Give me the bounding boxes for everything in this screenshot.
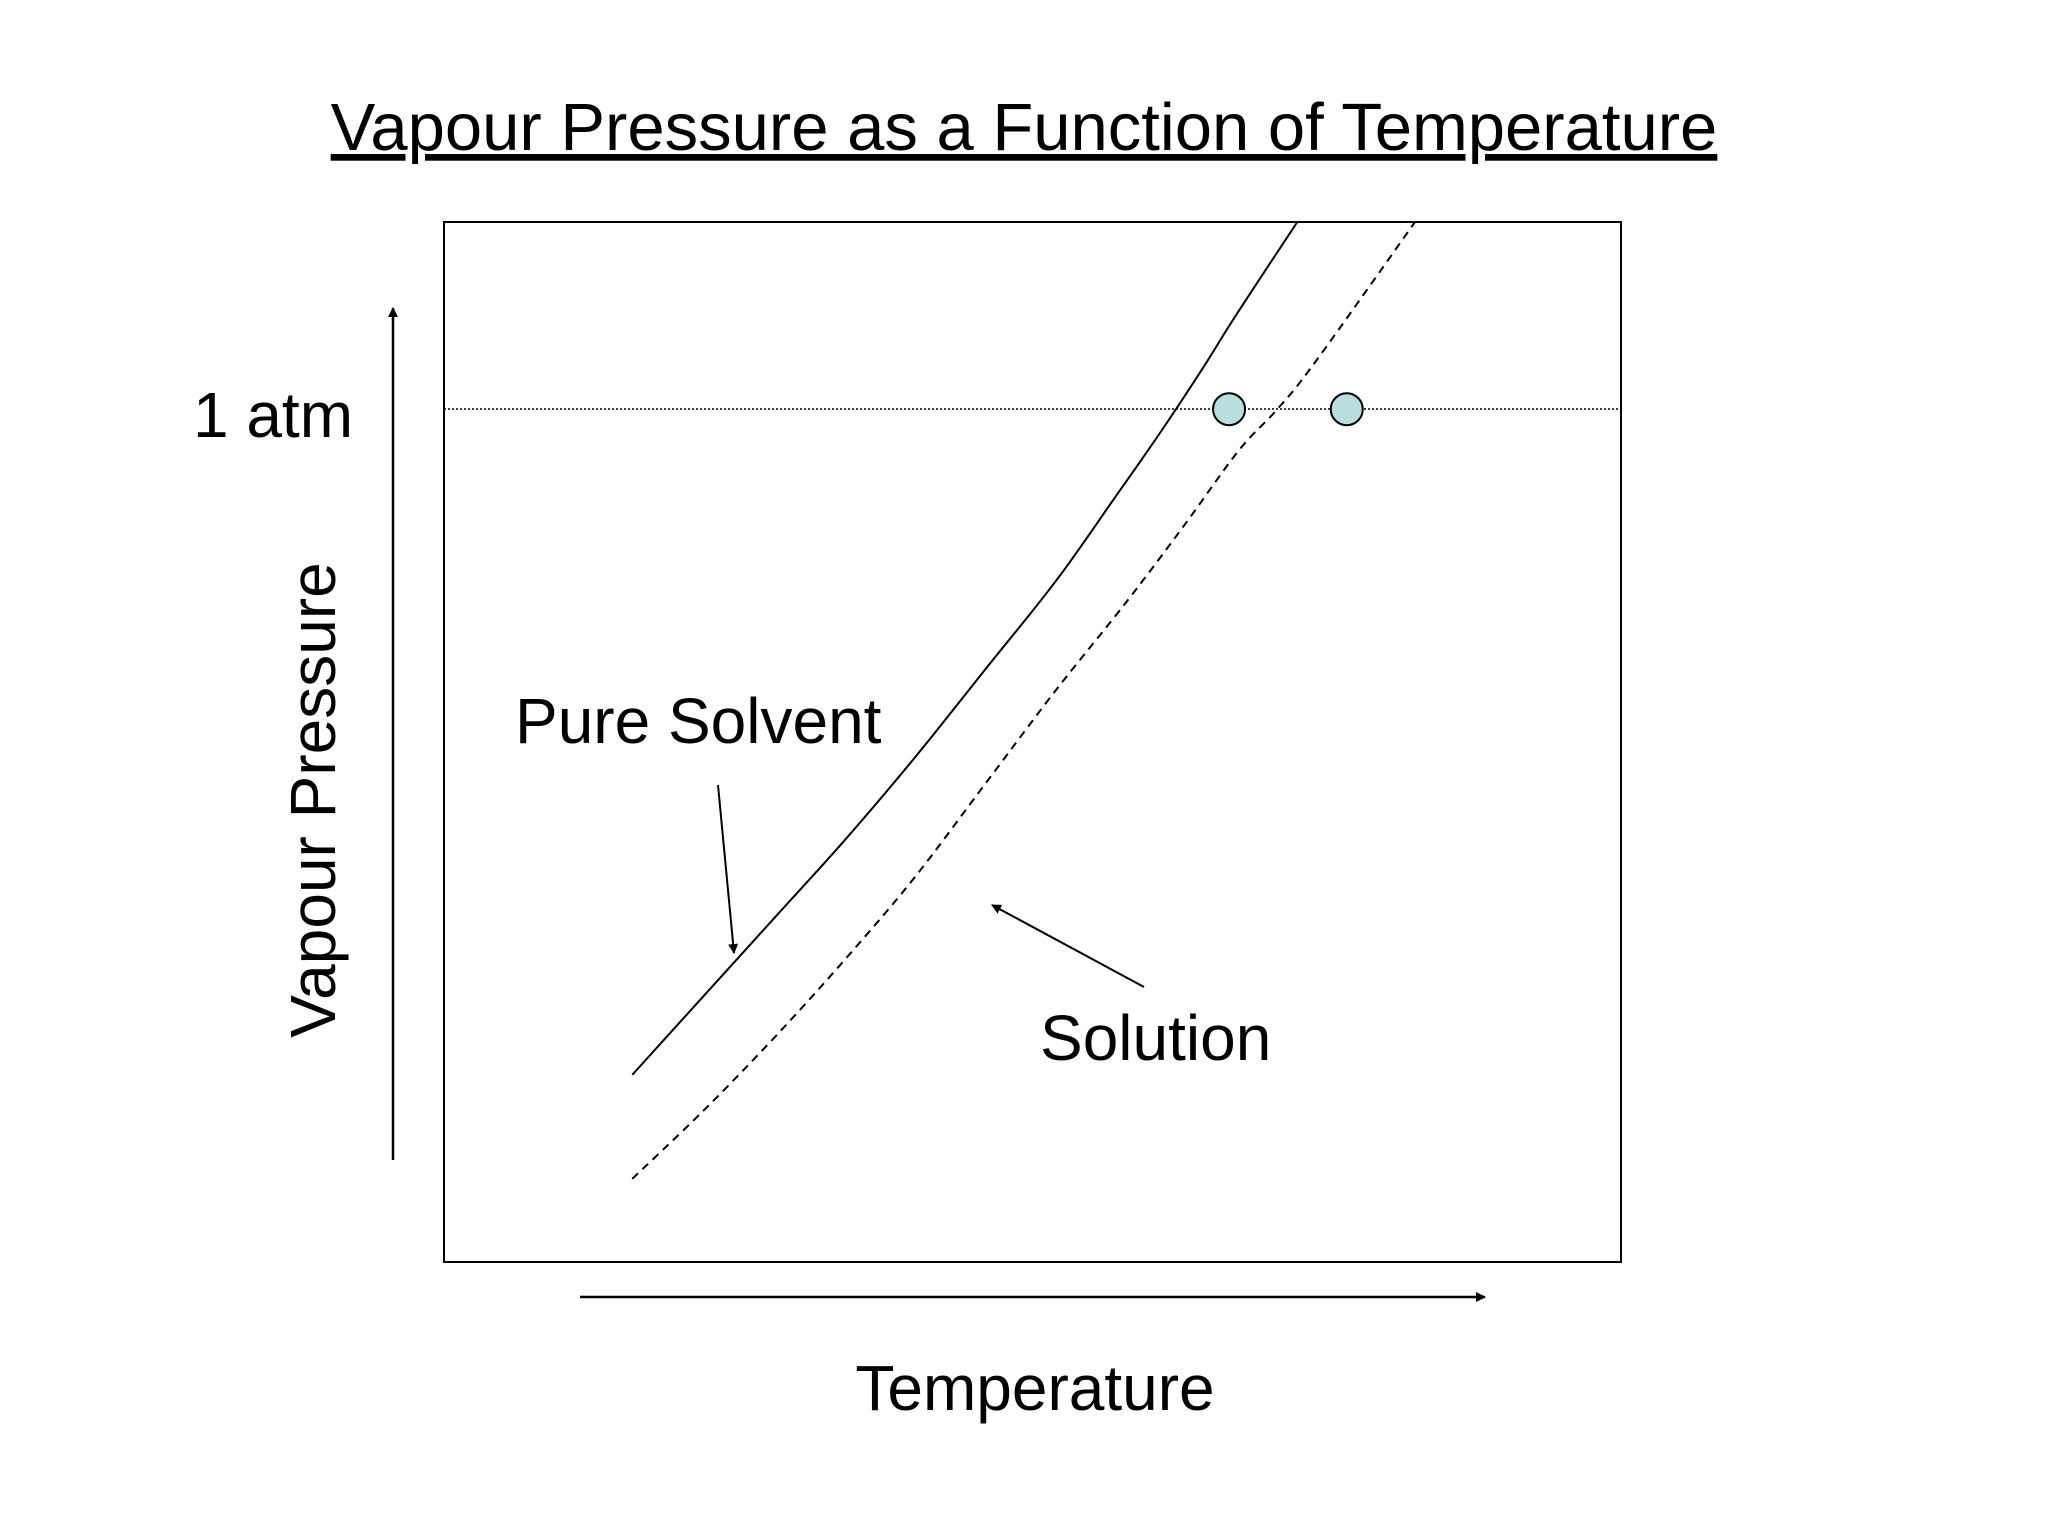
x-axis-label: Temperature bbox=[855, 1352, 1214, 1424]
plot-frame bbox=[443, 221, 1622, 1263]
reference-line-label: 1 atm bbox=[193, 379, 353, 451]
series-line-pure-solvent bbox=[631, 221, 1299, 1076]
annotation-arrow-solution bbox=[991, 904, 1145, 988]
intersection-marker-pure-solvent bbox=[1212, 392, 1247, 427]
chart-title: Vapour Pressure as a Function of Tempera… bbox=[331, 90, 1718, 165]
annotation-arrow-pure-solvent bbox=[717, 784, 739, 954]
annotation-pure-solvent: Pure Solvent bbox=[515, 685, 882, 757]
intersection-marker-solution bbox=[1329, 392, 1364, 427]
annotation-solution: Solution bbox=[1040, 1002, 1271, 1074]
y-axis-label: Vapour Pressure bbox=[277, 562, 349, 1038]
series-line-solution bbox=[631, 221, 1416, 1180]
